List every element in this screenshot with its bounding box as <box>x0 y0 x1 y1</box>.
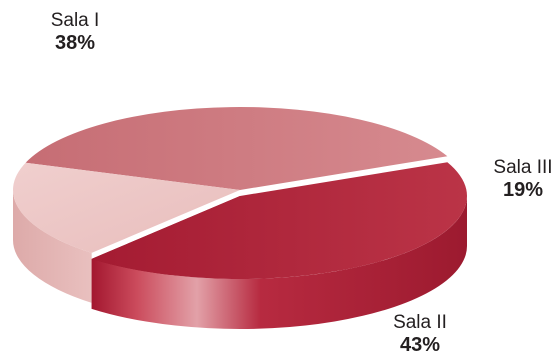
slice-sala-ii-side <box>91 196 467 329</box>
slice-percent: 43% <box>399 333 441 356</box>
slice-sala-iii-side <box>13 190 92 303</box>
slice-percent: 38% <box>54 31 96 54</box>
slice-sala-i <box>25 107 448 190</box>
slice-name: Sala I <box>50 10 100 31</box>
slice-percent: 19% <box>502 178 544 201</box>
slice-name: Sala II <box>393 312 447 333</box>
slice-label-sala-ii: Sala II 43% <box>380 312 460 357</box>
slice-name: Sala III <box>493 157 553 178</box>
slice-sala-iii <box>12 162 240 253</box>
slice-sala-ii <box>91 162 467 279</box>
slice-label-sala-i: Sala I 38% <box>30 10 120 55</box>
slice-label-sala-iii: Sala III 19% <box>483 157 559 202</box>
